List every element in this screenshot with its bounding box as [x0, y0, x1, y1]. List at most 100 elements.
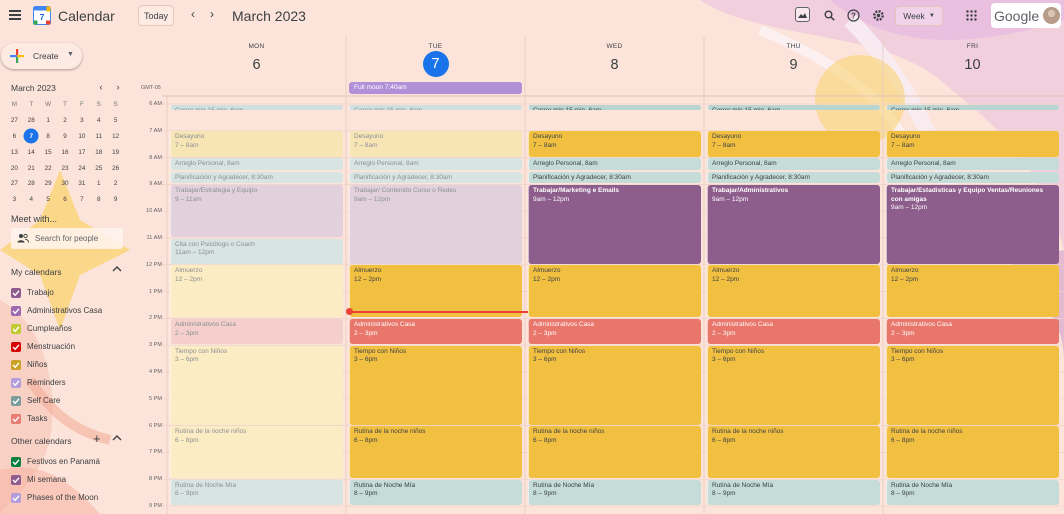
- checkbox-checked-icon[interactable]: [11, 395, 21, 406]
- day-column-header[interactable]: FRI 10: [883, 43, 1062, 76]
- calendar-event[interactable]: Rutina de Noche Mía 8 – 9pm: [707, 479, 880, 505]
- main-menu-icon[interactable]: [9, 10, 21, 20]
- mini-calendar-day[interactable]: 8: [96, 196, 101, 204]
- mini-calendar-day[interactable]: 28: [27, 180, 35, 188]
- calendar-event[interactable]: Rutina de la noche niños 6 – 8pm: [349, 426, 522, 479]
- mini-calendar-day[interactable]: 17: [78, 148, 86, 156]
- calendar-event[interactable]: Correr min 15 min, 6am: [349, 104, 522, 110]
- checkbox-checked-icon[interactable]: [11, 413, 21, 424]
- calendar-item[interactable]: Self Care: [11, 394, 60, 407]
- calendar-event[interactable]: Correr min 15 min, 6am: [170, 104, 343, 110]
- mini-calendar-day[interactable]: 14: [27, 148, 35, 156]
- calendar-item[interactable]: Reminders: [11, 376, 66, 389]
- day-column-header[interactable]: WED 8: [525, 43, 704, 76]
- day-number[interactable]: 7: [422, 51, 449, 77]
- account-area[interactable]: Google: [991, 3, 1061, 28]
- calendar-event[interactable]: Planificación y Agradecer, 8:30am: [707, 171, 880, 184]
- calendar-event[interactable]: Rutina de la noche niños 6 – 8pm: [170, 426, 343, 479]
- settings-gear-icon[interactable]: [870, 7, 886, 23]
- add-other-calendar-icon[interactable]: +: [93, 431, 101, 446]
- apps-grid-icon[interactable]: [963, 7, 979, 23]
- mini-calendar-day[interactable]: 5: [46, 196, 50, 204]
- mini-calendar-day[interactable]: 19: [112, 148, 120, 156]
- search-people-input[interactable]: Search for people: [11, 228, 123, 249]
- mini-calendar-day[interactable]: 20: [10, 164, 18, 172]
- mini-calendar-day[interactable]: 8: [46, 132, 50, 140]
- calendar-item[interactable]: Menstruación: [11, 340, 75, 353]
- calendar-event[interactable]: Tiempo con Niños 3 – 6pm: [707, 345, 880, 425]
- mini-calendar-day[interactable]: 25: [95, 164, 103, 172]
- calendar-event[interactable]: Almuerzo 12 – 2pm: [528, 265, 701, 318]
- mini-calendar-next-icon[interactable]: ›: [116, 82, 120, 92]
- mini-calendar-day[interactable]: 6: [12, 132, 17, 140]
- create-button[interactable]: Create ▼: [1, 43, 82, 69]
- day-number[interactable]: 9: [789, 57, 798, 73]
- calendar-event[interactable]: Arreglo Personal, 8am: [349, 158, 522, 170]
- calendar-event[interactable]: Arreglo Personal, 8am: [707, 158, 880, 170]
- calendar-item[interactable]: Niños: [11, 358, 47, 371]
- checkbox-checked-icon[interactable]: [11, 456, 21, 467]
- mini-calendar-day[interactable]: 3: [80, 117, 84, 125]
- calendar-event[interactable]: Administrativos Casa 2 – 3pm: [349, 319, 522, 345]
- calendar-event[interactable]: Rutina de Noche Mía 8 – 9pm: [170, 479, 343, 505]
- day-number[interactable]: 10: [964, 57, 981, 73]
- calendar-event[interactable]: Planificación y Agradecer, 8:30am: [528, 171, 701, 184]
- calendar-event[interactable]: Desayuno 7 – 8am: [349, 131, 522, 157]
- mini-calendar-day[interactable]: 1: [96, 180, 101, 188]
- calendar-item[interactable]: Administrativos Casa: [11, 304, 102, 317]
- mini-calendar-day[interactable]: 7: [80, 196, 84, 204]
- calendar-event[interactable]: Planificación y Agradecer, 8:30am: [349, 171, 522, 184]
- mini-calendar-day[interactable]: 5: [113, 117, 118, 125]
- calendar-event[interactable]: Desayuno 7 – 8am: [170, 131, 343, 157]
- calendar-event[interactable]: Almuerzo 12 – 2pm: [886, 265, 1059, 318]
- help-icon[interactable]: ?: [845, 7, 861, 23]
- checkbox-checked-icon[interactable]: [11, 341, 21, 352]
- collapse-my-calendars-icon[interactable]: [112, 265, 122, 275]
- mini-calendar-day[interactable]: 3: [12, 196, 17, 204]
- mini-calendar-day[interactable]: 27: [10, 117, 18, 125]
- calendar-event[interactable]: Administrativos Casa 2 – 3pm: [886, 319, 1059, 345]
- view-switcher-dropdown[interactable]: Week ▼: [895, 6, 943, 26]
- day-column-header[interactable]: MON 6: [167, 43, 346, 76]
- mini-calendar-day[interactable]: 18: [95, 148, 103, 156]
- calendar-event[interactable]: Rutina de la noche niños 6 – 8pm: [528, 426, 701, 479]
- mini-calendar-day[interactable]: 4: [96, 117, 101, 125]
- calendar-event[interactable]: Cita con Psicólogo o Coach 11am – 12pm: [170, 238, 343, 264]
- all-day-event[interactable]: Full moon 7:40am: [349, 82, 522, 94]
- mini-calendar-day[interactable]: 9: [113, 196, 118, 204]
- next-week-button[interactable]: ›: [210, 7, 214, 21]
- mini-calendar-day[interactable]: 28: [27, 117, 35, 125]
- calendar-event[interactable]: Almuerzo 12 – 2pm: [349, 265, 522, 318]
- checkbox-checked-icon[interactable]: [11, 323, 21, 334]
- calendar-item[interactable]: Mi semana: [11, 473, 66, 486]
- previous-week-button[interactable]: ‹: [191, 7, 195, 21]
- calendar-item[interactable]: Tasks: [11, 412, 47, 425]
- calendar-event[interactable]: Arreglo Personal, 8am: [528, 158, 701, 170]
- calendar-event[interactable]: Trabajar/Estadisticas y Equipo Ventas/Re…: [886, 185, 1059, 264]
- mini-calendar-day[interactable]: 13: [10, 148, 18, 156]
- mini-calendar-day[interactable]: 27: [10, 180, 18, 188]
- calendar-event[interactable]: Arreglo Personal, 8am: [170, 158, 343, 170]
- calendar-event[interactable]: Desayuno 7 – 8am: [886, 131, 1059, 157]
- mini-calendar-prev-icon[interactable]: ‹: [99, 82, 103, 92]
- collapse-other-calendars-icon[interactable]: [112, 434, 122, 444]
- day-number[interactable]: 8: [610, 57, 619, 73]
- calendar-item[interactable]: Festivos en Panamá: [11, 455, 100, 468]
- mini-calendar-day[interactable]: 30: [61, 180, 69, 188]
- calendar-event[interactable]: Desayuno 7 – 8am: [707, 131, 880, 157]
- mini-calendar-day[interactable]: 1: [46, 117, 50, 125]
- calendar-event[interactable]: Administrativos Casa 2 – 3pm: [707, 319, 880, 345]
- calendar-event[interactable]: Tiempo con Niños 3 – 6pm: [886, 345, 1059, 425]
- mini-calendar-day[interactable]: 29: [44, 180, 52, 188]
- checkbox-checked-icon[interactable]: [11, 359, 21, 370]
- calendar-event[interactable]: Arreglo Personal, 8am: [886, 158, 1059, 170]
- mini-calendar-day[interactable]: 26: [112, 164, 120, 172]
- mini-calendar-day[interactable]: 16: [61, 148, 69, 156]
- mini-calendar-day[interactable]: 10: [78, 132, 86, 140]
- calendar-event[interactable]: Correr min 15 min, 6am: [528, 104, 701, 110]
- mini-calendar-day[interactable]: 6: [63, 196, 67, 204]
- checkbox-checked-icon[interactable]: [11, 492, 21, 503]
- calendar-event[interactable]: Trabajar/Administrativos 9am – 12pm: [707, 185, 880, 264]
- today-button[interactable]: Today: [138, 5, 174, 26]
- calendar-event[interactable]: Planificación y Agradecer, 8:30am: [886, 171, 1059, 184]
